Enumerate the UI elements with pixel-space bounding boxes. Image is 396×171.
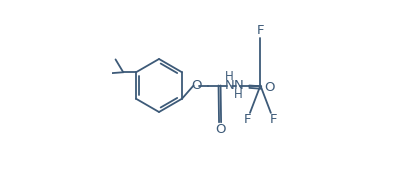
Text: N: N xyxy=(233,79,243,92)
Text: F: F xyxy=(244,113,251,126)
Text: F: F xyxy=(270,113,277,126)
Text: O: O xyxy=(265,81,275,94)
Text: F: F xyxy=(257,24,264,37)
Text: O: O xyxy=(191,79,202,92)
Text: H: H xyxy=(225,70,234,83)
Text: H: H xyxy=(234,88,243,101)
Text: N: N xyxy=(225,79,234,92)
Text: O: O xyxy=(215,123,225,136)
